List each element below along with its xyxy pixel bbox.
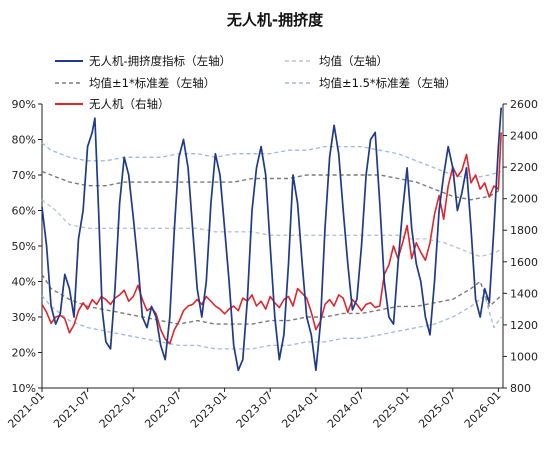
y-right-tick-label: 800	[510, 382, 531, 395]
y-right-tick-label: 1400	[510, 287, 538, 300]
series-line-price	[41, 132, 502, 345]
series-line-mean	[41, 199, 502, 258]
y-right-tick-label: 1200	[510, 319, 538, 332]
y-left-tick-label: 20%	[12, 347, 36, 360]
chart-title: 无人机-拥挤度	[226, 11, 324, 29]
y-left-tick-label: 60%	[12, 205, 36, 218]
series-line-band15-upper	[41, 142, 502, 180]
series-line-band1-lower	[41, 274, 502, 325]
y-right-tick-label: 1600	[510, 256, 538, 269]
y-left-tick-label: 50%	[12, 240, 36, 253]
y-right-tick-label: 2600	[510, 98, 538, 111]
y-left-tick-label: 90%	[12, 98, 36, 111]
x-tick-label: 2021-07	[51, 389, 93, 431]
legend-label-mean: 均值（左轴）	[319, 54, 388, 68]
y-right-tick-label: 1000	[510, 350, 538, 363]
legend-label-band1: 均值±1*标准差（左轴）	[89, 76, 215, 90]
x-tick-label: 2025-01	[371, 389, 413, 431]
y-left-tick-label: 70%	[12, 169, 36, 182]
x-tick-label: 2023-07	[234, 389, 276, 431]
x-tick-label: 2023-01	[188, 389, 230, 431]
y-left-tick-label: 30%	[12, 311, 36, 324]
series-line-band15-lower	[41, 295, 502, 350]
x-tick-label: 2022-07	[142, 389, 184, 431]
y-right-tick-label: 1800	[510, 224, 538, 237]
series-line-band1-upper	[41, 170, 502, 201]
y-right-tick-label: 2000	[510, 193, 538, 206]
y-left-tick-label: 10%	[12, 382, 36, 395]
y-right-tick-label: 2200	[510, 161, 538, 174]
y-left-tick-label: 80%	[12, 134, 36, 147]
x-tick-label: 2025-07	[416, 389, 458, 431]
legend: 无人机-拥挤度指标（左轴） 均值（左轴） 均值±1*标准差（左轴） 均值±1.5*标准…	[55, 54, 456, 111]
x-tick-label: 2024-01	[279, 389, 321, 431]
y-right-tick-label: 2400	[510, 130, 538, 143]
x-tick-label: 2021-01	[5, 389, 47, 431]
x-tick-label: 2026-01	[462, 389, 504, 431]
legend-label-band15: 均值±1.5*标准差（左轴）	[319, 76, 456, 90]
x-tick-label: 2024-07	[325, 389, 367, 431]
series-line-crowding	[41, 107, 503, 372]
plot-area	[41, 107, 503, 372]
x-tick-label: 2022-01	[97, 389, 139, 431]
legend-label-crowding: 无人机-拥挤度指标（左轴）	[89, 54, 231, 68]
legend-label-price: 无人机（右轴）	[89, 97, 170, 111]
y-left-tick-label: 40%	[12, 276, 36, 289]
